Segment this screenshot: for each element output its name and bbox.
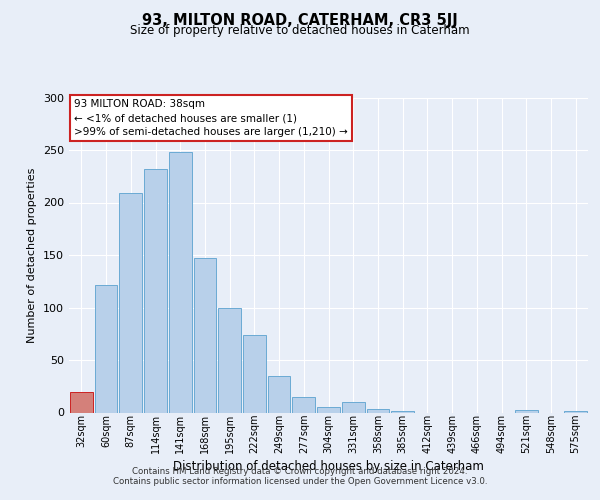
- Bar: [243, 335, 266, 412]
- Bar: [95, 286, 118, 412]
- Bar: [342, 402, 365, 412]
- Bar: [194, 258, 216, 412]
- Bar: [70, 392, 93, 412]
- Y-axis label: Number of detached properties: Number of detached properties: [28, 168, 37, 342]
- Text: Contains HM Land Registry data © Crown copyright and database right 2024.: Contains HM Land Registry data © Crown c…: [132, 467, 468, 476]
- Bar: [218, 308, 241, 412]
- X-axis label: Distribution of detached houses by size in Caterham: Distribution of detached houses by size …: [173, 460, 484, 473]
- Text: Size of property relative to detached houses in Caterham: Size of property relative to detached ho…: [130, 24, 470, 37]
- Bar: [515, 410, 538, 412]
- Text: 93, MILTON ROAD, CATERHAM, CR3 5JJ: 93, MILTON ROAD, CATERHAM, CR3 5JJ: [142, 12, 458, 28]
- Bar: [169, 152, 191, 412]
- Bar: [367, 410, 389, 412]
- Bar: [317, 407, 340, 412]
- Bar: [292, 397, 315, 412]
- Bar: [119, 193, 142, 412]
- Text: Contains public sector information licensed under the Open Government Licence v3: Contains public sector information licen…: [113, 477, 487, 486]
- Text: 93 MILTON ROAD: 38sqm
← <1% of detached houses are smaller (1)
>99% of semi-deta: 93 MILTON ROAD: 38sqm ← <1% of detached …: [74, 99, 348, 137]
- Bar: [144, 169, 167, 412]
- Bar: [268, 376, 290, 412]
